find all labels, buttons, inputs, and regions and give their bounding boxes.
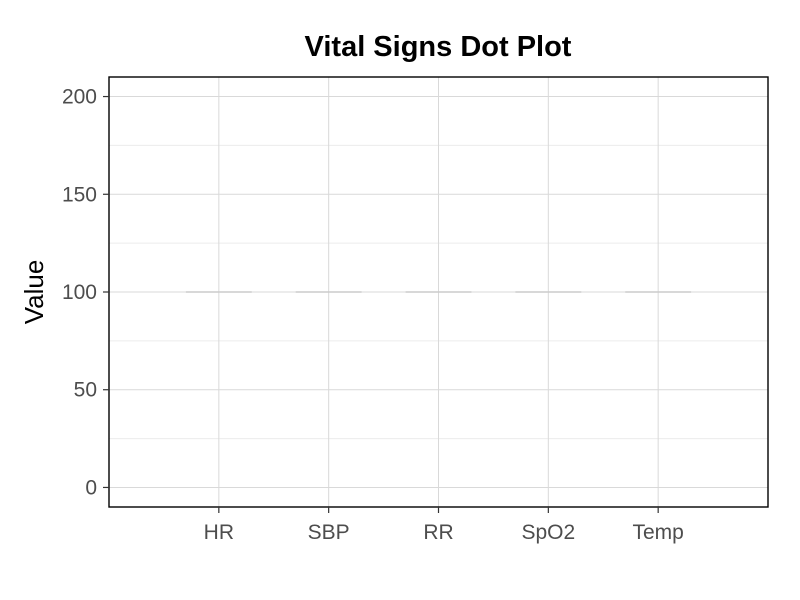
y-tick-label: 100 (62, 281, 97, 304)
x-tick-label: SBP (308, 521, 350, 544)
x-tick-label: RR (423, 521, 453, 544)
y-axis-label: Value (19, 260, 49, 325)
y-tick-label: 0 (85, 476, 97, 499)
x-axis-ticks: HR SBP RR SpO2 Temp (204, 507, 684, 544)
y-axis-ticks: 0 50 100 150 200 (62, 86, 109, 499)
x-tick-label: Temp (632, 521, 683, 544)
x-tick-label: HR (204, 521, 234, 544)
x-tick-label: SpO2 (521, 521, 575, 544)
y-tick-label: 200 (62, 86, 97, 109)
y-tick-label: 150 (62, 183, 97, 206)
y-tick-label: 50 (74, 379, 97, 402)
chart-title: Vital Signs Dot Plot (305, 31, 572, 63)
